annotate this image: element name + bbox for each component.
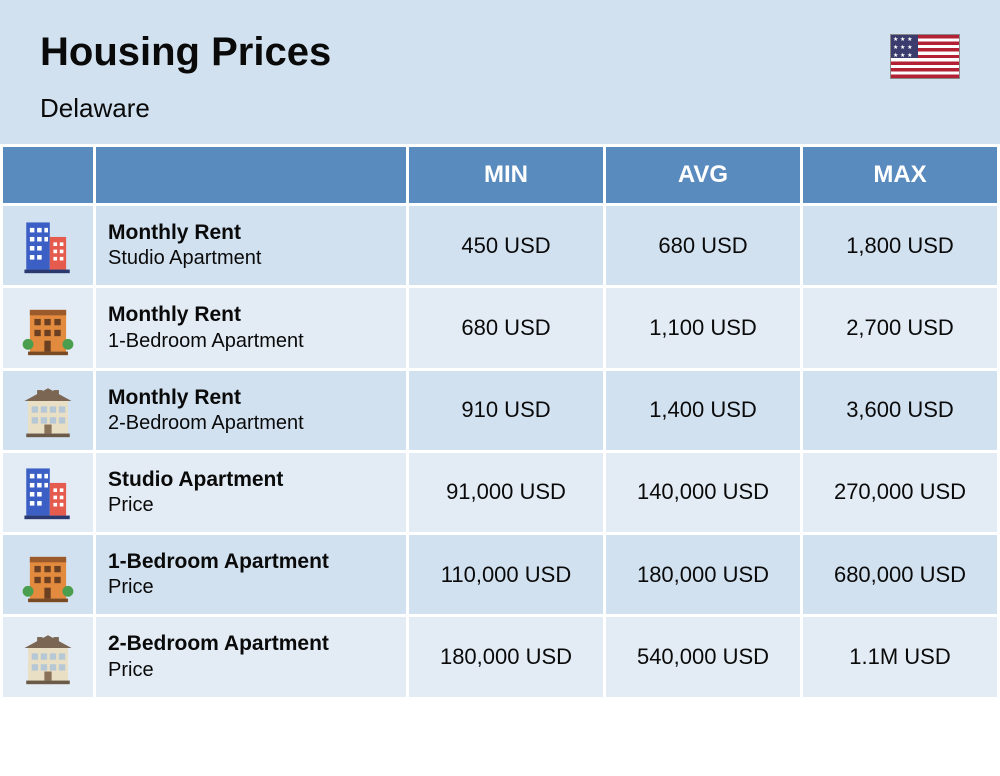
pricing-table: MIN AVG MAX Monthly RentStudio Apartment… bbox=[0, 144, 1000, 700]
cell-max: 270,000 USD bbox=[803, 453, 997, 532]
cell-max: 3,600 USD bbox=[803, 371, 997, 450]
row-icon-cell bbox=[3, 371, 93, 450]
row-title: 1-Bedroom Apartment bbox=[108, 549, 396, 575]
row-label-cell: Monthly Rent2-Bedroom Apartment bbox=[96, 371, 406, 450]
header: Housing Prices Delaware bbox=[0, 0, 1000, 144]
col-max: MAX bbox=[803, 147, 997, 203]
row-subtitle: Price bbox=[108, 658, 396, 683]
row-label-cell: Studio ApartmentPrice bbox=[96, 453, 406, 532]
building-house-icon bbox=[19, 381, 77, 439]
row-label-cell: 2-Bedroom ApartmentPrice bbox=[96, 617, 406, 696]
row-subtitle: Price bbox=[108, 493, 396, 518]
building-tall-icon bbox=[19, 217, 77, 275]
row-icon-cell bbox=[3, 206, 93, 285]
row-title: Monthly Rent bbox=[108, 220, 396, 246]
row-label-cell: 1-Bedroom ApartmentPrice bbox=[96, 535, 406, 614]
table-header-row: MIN AVG MAX bbox=[3, 147, 997, 203]
row-subtitle: 1-Bedroom Apartment bbox=[108, 329, 396, 354]
cell-min: 180,000 USD bbox=[409, 617, 603, 696]
usa-flag-icon bbox=[890, 34, 960, 79]
building-brick-icon bbox=[19, 299, 77, 357]
cell-avg: 540,000 USD bbox=[606, 617, 800, 696]
cell-max: 1.1M USD bbox=[803, 617, 997, 696]
cell-avg: 180,000 USD bbox=[606, 535, 800, 614]
row-subtitle: Studio Apartment bbox=[108, 246, 396, 271]
cell-avg: 680 USD bbox=[606, 206, 800, 285]
cell-min: 910 USD bbox=[409, 371, 603, 450]
row-icon-cell bbox=[3, 617, 93, 696]
cell-max: 680,000 USD bbox=[803, 535, 997, 614]
cell-max: 2,700 USD bbox=[803, 288, 997, 367]
cell-avg: 1,100 USD bbox=[606, 288, 800, 367]
row-title: Studio Apartment bbox=[108, 467, 396, 493]
table-row: Monthly Rent2-Bedroom Apartment910 USD1,… bbox=[3, 371, 997, 450]
table-row: Studio ApartmentPrice91,000 USD140,000 U… bbox=[3, 453, 997, 532]
cell-avg: 140,000 USD bbox=[606, 453, 800, 532]
row-icon-cell bbox=[3, 535, 93, 614]
col-blank-icon bbox=[3, 147, 93, 203]
page-title: Housing Prices bbox=[40, 30, 890, 75]
table-row: Monthly RentStudio Apartment450 USD680 U… bbox=[3, 206, 997, 285]
table-row: Monthly Rent1-Bedroom Apartment680 USD1,… bbox=[3, 288, 997, 367]
col-avg: AVG bbox=[606, 147, 800, 203]
row-title: Monthly Rent bbox=[108, 302, 396, 328]
table-row: 2-Bedroom ApartmentPrice180,000 USD540,0… bbox=[3, 617, 997, 696]
row-title: 2-Bedroom Apartment bbox=[108, 631, 396, 657]
building-house-icon bbox=[19, 628, 77, 686]
building-brick-icon bbox=[19, 546, 77, 604]
building-tall-icon bbox=[19, 463, 77, 521]
row-title: Monthly Rent bbox=[108, 385, 396, 411]
cell-min: 680 USD bbox=[409, 288, 603, 367]
row-icon-cell bbox=[3, 288, 93, 367]
infographic-container: Housing Prices Delaware MIN AVG MAX bbox=[0, 0, 1000, 700]
cell-min: 91,000 USD bbox=[409, 453, 603, 532]
cell-min: 450 USD bbox=[409, 206, 603, 285]
col-min: MIN bbox=[409, 147, 603, 203]
row-label-cell: Monthly Rent1-Bedroom Apartment bbox=[96, 288, 406, 367]
table-row: 1-Bedroom ApartmentPrice110,000 USD180,0… bbox=[3, 535, 997, 614]
row-subtitle: Price bbox=[108, 575, 396, 600]
row-label-cell: Monthly RentStudio Apartment bbox=[96, 206, 406, 285]
col-blank-label bbox=[96, 147, 406, 203]
cell-min: 110,000 USD bbox=[409, 535, 603, 614]
cell-avg: 1,400 USD bbox=[606, 371, 800, 450]
row-subtitle: 2-Bedroom Apartment bbox=[108, 411, 396, 436]
row-icon-cell bbox=[3, 453, 93, 532]
cell-max: 1,800 USD bbox=[803, 206, 997, 285]
page-subtitle: Delaware bbox=[40, 93, 890, 124]
